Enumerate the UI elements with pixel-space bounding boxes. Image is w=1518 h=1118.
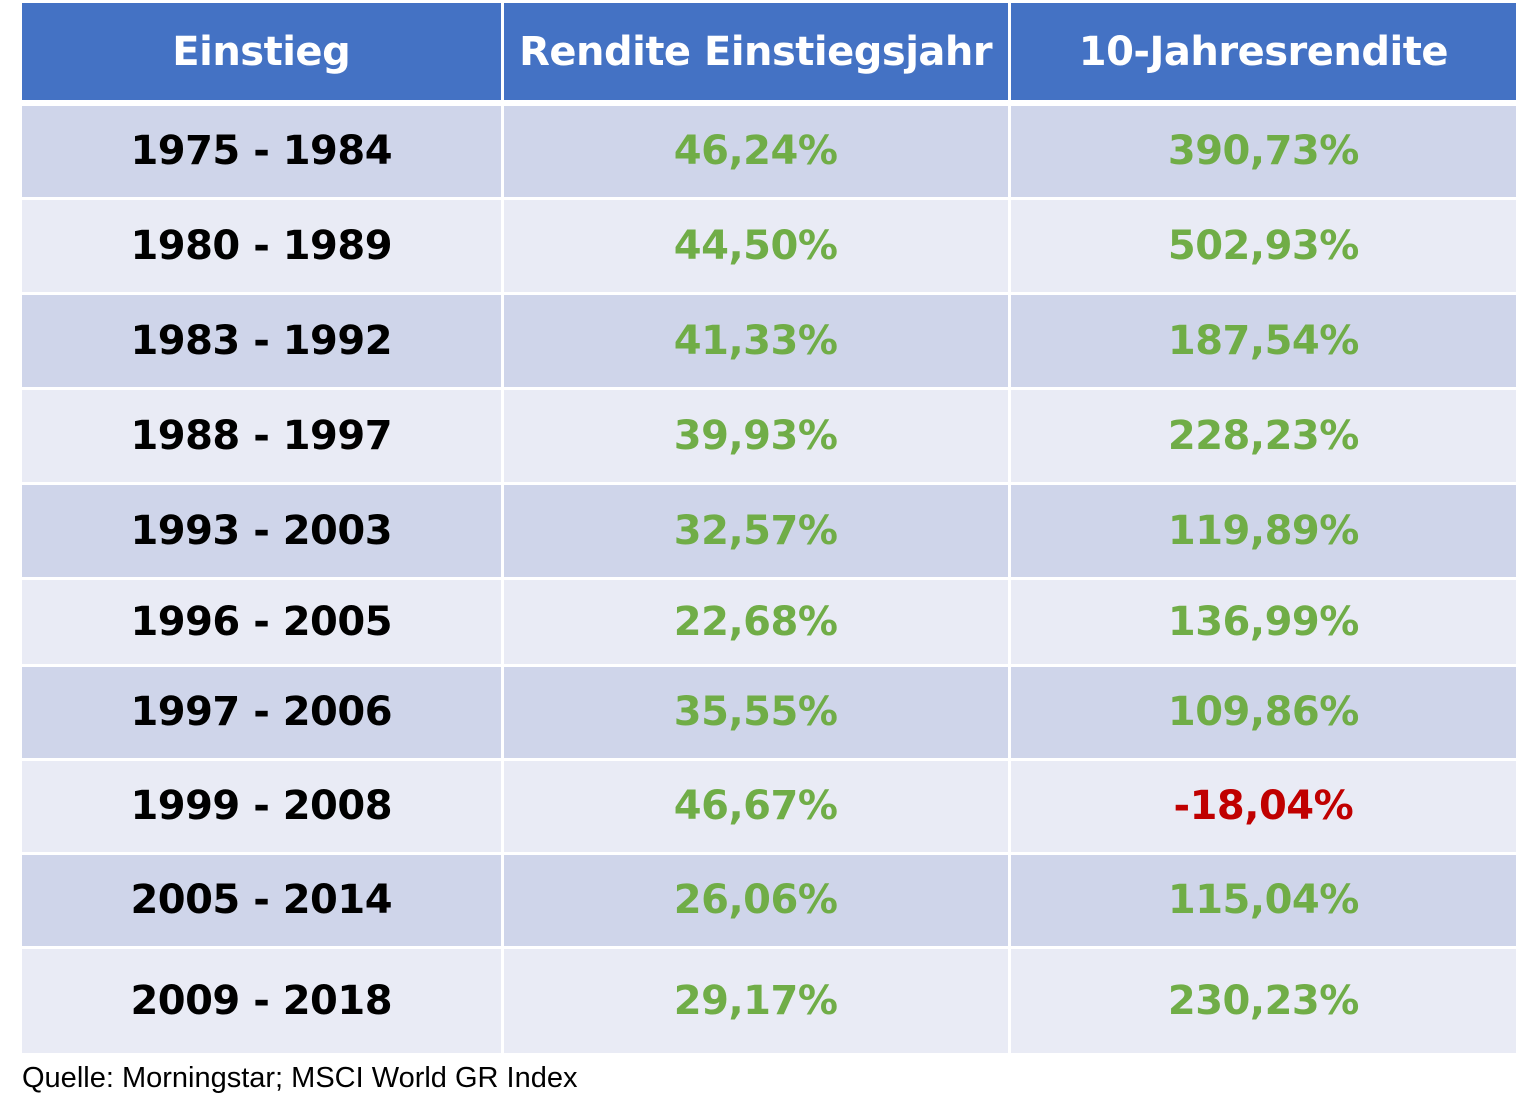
table-row: 1999 - 2008 46,67% -18,04% [22,757,1516,853]
cell-period: 1975 - 1984 [22,101,502,198]
table-row: 1993 - 2003 32,57% 119,89% [22,481,1516,578]
cell-period: 1997 - 2006 [22,663,502,759]
cell-10-jahresrendite: 228,23% [1007,386,1516,483]
table-row: 2005 - 2014 26,06% 115,04% [22,851,1516,947]
cell-period: 2009 - 2018 [22,945,502,1053]
table-row: 1983 - 1992 41,33% 187,54% [22,291,1516,388]
cell-period: 1999 - 2008 [22,757,502,853]
cell-rendite-einstiegsjahr: 41,33% [500,291,1010,388]
cell-10-jahresrendite: 119,89% [1007,481,1516,578]
cell-10-jahresrendite: 115,04% [1007,851,1516,947]
cell-rendite-einstiegsjahr: 46,67% [500,757,1010,853]
header-einstieg: Einstieg [22,3,502,106]
header-rendite-einstiegsjahr: Rendite Einstiegsjahr [500,3,1010,106]
cell-period: 1980 - 1989 [22,196,502,293]
cell-rendite-einstiegsjahr: 26,06% [500,851,1010,947]
cell-period: 1983 - 1992 [22,291,502,388]
cell-period: 1993 - 2003 [22,481,502,578]
cell-rendite-einstiegsjahr: 35,55% [500,663,1010,759]
cell-rendite-einstiegsjahr: 44,50% [500,196,1010,293]
table-row: 1996 - 2005 22,68% 136,99% [22,576,1516,665]
cell-rendite-einstiegsjahr: 46,24% [500,101,1010,198]
table-row: 1997 - 2006 35,55% 109,86% [22,663,1516,759]
cell-rendite-einstiegsjahr: 29,17% [500,945,1010,1053]
cell-10-jahresrendite: 502,93% [1007,196,1516,293]
header-10-jahresrendite: 10-Jahresrendite [1007,3,1516,106]
source-note: Quelle: Morningstar; MSCI World GR Index [22,1062,578,1094]
cell-10-jahresrendite: 390,73% [1007,101,1516,198]
table-header-row: Einstieg Rendite Einstiegsjahr 10-Jahres… [22,3,1516,106]
returns-table: Einstieg Rendite Einstiegsjahr 10-Jahres… [22,3,1516,1053]
table-row: 1975 - 1984 46,24% 390,73% [22,101,1516,198]
cell-10-jahresrendite: 230,23% [1007,945,1516,1053]
cell-period: 1996 - 2005 [22,576,502,665]
table-row: 1988 - 1997 39,93% 228,23% [22,386,1516,483]
table-row: 2009 - 2018 29,17% 230,23% [22,945,1516,1053]
cell-period: 2005 - 2014 [22,851,502,947]
cell-10-jahresrendite: 136,99% [1007,576,1516,665]
cell-rendite-einstiegsjahr: 32,57% [500,481,1010,578]
cell-10-jahresrendite: 187,54% [1007,291,1516,388]
cell-period: 1988 - 1997 [22,386,502,483]
table-body: 1975 - 1984 46,24% 390,73% 1980 - 1989 44,50… [22,101,1516,1053]
cell-rendite-einstiegsjahr: 22,68% [500,576,1010,665]
table-row: 1980 - 1989 44,50% 502,93% [22,196,1516,293]
cell-10-jahresrendite: 109,86% [1007,663,1516,759]
cell-rendite-einstiegsjahr: 39,93% [500,386,1010,483]
cell-10-jahresrendite: -18,04% [1007,757,1516,853]
